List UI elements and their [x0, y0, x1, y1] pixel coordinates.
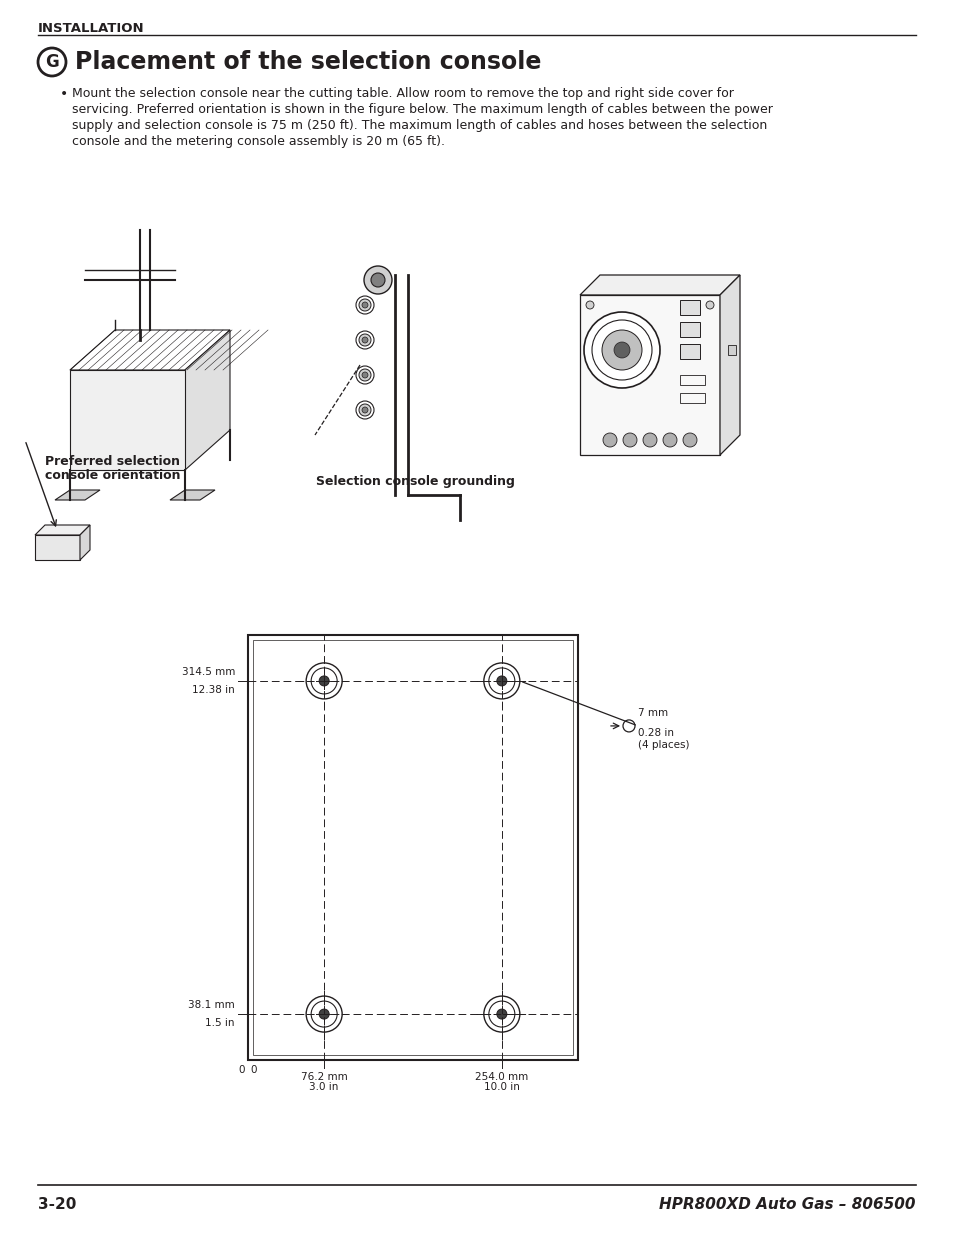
- Text: Preferred selection: Preferred selection: [45, 454, 180, 468]
- Text: 3.0 in: 3.0 in: [309, 1082, 338, 1092]
- Circle shape: [488, 668, 515, 694]
- Circle shape: [361, 372, 368, 378]
- Bar: [679, 393, 704, 403]
- Circle shape: [585, 301, 594, 309]
- Circle shape: [705, 301, 713, 309]
- Bar: [679, 345, 700, 359]
- Circle shape: [488, 1002, 515, 1028]
- Circle shape: [361, 408, 368, 412]
- Circle shape: [358, 333, 371, 346]
- Circle shape: [364, 266, 392, 294]
- Circle shape: [311, 668, 336, 694]
- Circle shape: [355, 401, 374, 419]
- Circle shape: [306, 663, 342, 699]
- Circle shape: [601, 330, 641, 370]
- Bar: [679, 300, 700, 315]
- Polygon shape: [720, 275, 740, 454]
- Text: console and the metering console assembly is 20 m (65 ft).: console and the metering console assembl…: [71, 135, 444, 148]
- Text: 76.2 mm: 76.2 mm: [300, 1072, 347, 1082]
- Circle shape: [358, 299, 371, 311]
- Polygon shape: [80, 525, 90, 559]
- Circle shape: [361, 337, 368, 343]
- Circle shape: [497, 1009, 506, 1019]
- Circle shape: [355, 331, 374, 350]
- Polygon shape: [70, 370, 185, 471]
- Circle shape: [355, 366, 374, 384]
- Circle shape: [355, 296, 374, 314]
- Circle shape: [622, 433, 637, 447]
- Bar: [35, 535, 80, 559]
- Text: G: G: [45, 53, 59, 70]
- Circle shape: [622, 720, 635, 732]
- Text: HPR800XD Auto Gas – 806500: HPR800XD Auto Gas – 806500: [659, 1197, 915, 1212]
- Bar: [679, 322, 700, 337]
- Polygon shape: [55, 490, 100, 500]
- Circle shape: [358, 369, 371, 382]
- Circle shape: [662, 433, 677, 447]
- Bar: [253, 640, 573, 1055]
- Circle shape: [319, 1009, 329, 1019]
- Circle shape: [602, 433, 617, 447]
- Text: console orientation: console orientation: [45, 469, 180, 482]
- Text: servicing. Preferred orientation is shown in the figure below. The maximum lengt: servicing. Preferred orientation is show…: [71, 103, 772, 116]
- Circle shape: [371, 273, 385, 287]
- Circle shape: [642, 433, 657, 447]
- Circle shape: [361, 303, 368, 308]
- Circle shape: [358, 404, 371, 416]
- Text: 0.28 in: 0.28 in: [638, 727, 673, 739]
- Circle shape: [614, 342, 629, 358]
- Circle shape: [311, 1002, 336, 1028]
- Text: Mount the selection console near the cutting table. Allow room to remove the top: Mount the selection console near the cut…: [71, 86, 733, 100]
- Bar: [679, 375, 704, 385]
- Circle shape: [483, 997, 519, 1032]
- Text: supply and selection console is 75 m (250 ft). The maximum length of cables and : supply and selection console is 75 m (25…: [71, 119, 766, 132]
- Circle shape: [319, 676, 329, 685]
- Text: 10.0 in: 10.0 in: [483, 1082, 519, 1092]
- Polygon shape: [35, 525, 90, 535]
- Text: •: •: [60, 86, 69, 101]
- Text: 3-20: 3-20: [38, 1197, 76, 1212]
- Circle shape: [497, 676, 506, 685]
- Text: INSTALLATION: INSTALLATION: [38, 22, 145, 35]
- Bar: [248, 635, 578, 1060]
- Circle shape: [306, 997, 342, 1032]
- Text: 38.1 mm: 38.1 mm: [188, 1000, 234, 1010]
- Circle shape: [682, 433, 697, 447]
- Bar: [727, 345, 735, 354]
- Text: Selection console grounding: Selection console grounding: [315, 475, 514, 488]
- Polygon shape: [70, 330, 230, 370]
- Text: (4 places): (4 places): [638, 740, 689, 750]
- Text: 12.38 in: 12.38 in: [193, 685, 234, 695]
- Circle shape: [583, 312, 659, 388]
- Text: 7 mm: 7 mm: [638, 708, 667, 718]
- Bar: [579, 295, 720, 454]
- Polygon shape: [170, 490, 214, 500]
- Text: 0: 0: [238, 1065, 245, 1074]
- Circle shape: [38, 48, 66, 77]
- Polygon shape: [185, 330, 230, 471]
- Polygon shape: [579, 275, 740, 295]
- Text: 0: 0: [250, 1065, 256, 1074]
- Text: 314.5 mm: 314.5 mm: [181, 667, 234, 677]
- Circle shape: [483, 663, 519, 699]
- Text: 254.0 mm: 254.0 mm: [475, 1072, 528, 1082]
- Text: Placement of the selection console: Placement of the selection console: [75, 49, 540, 74]
- Text: 1.5 in: 1.5 in: [205, 1018, 234, 1028]
